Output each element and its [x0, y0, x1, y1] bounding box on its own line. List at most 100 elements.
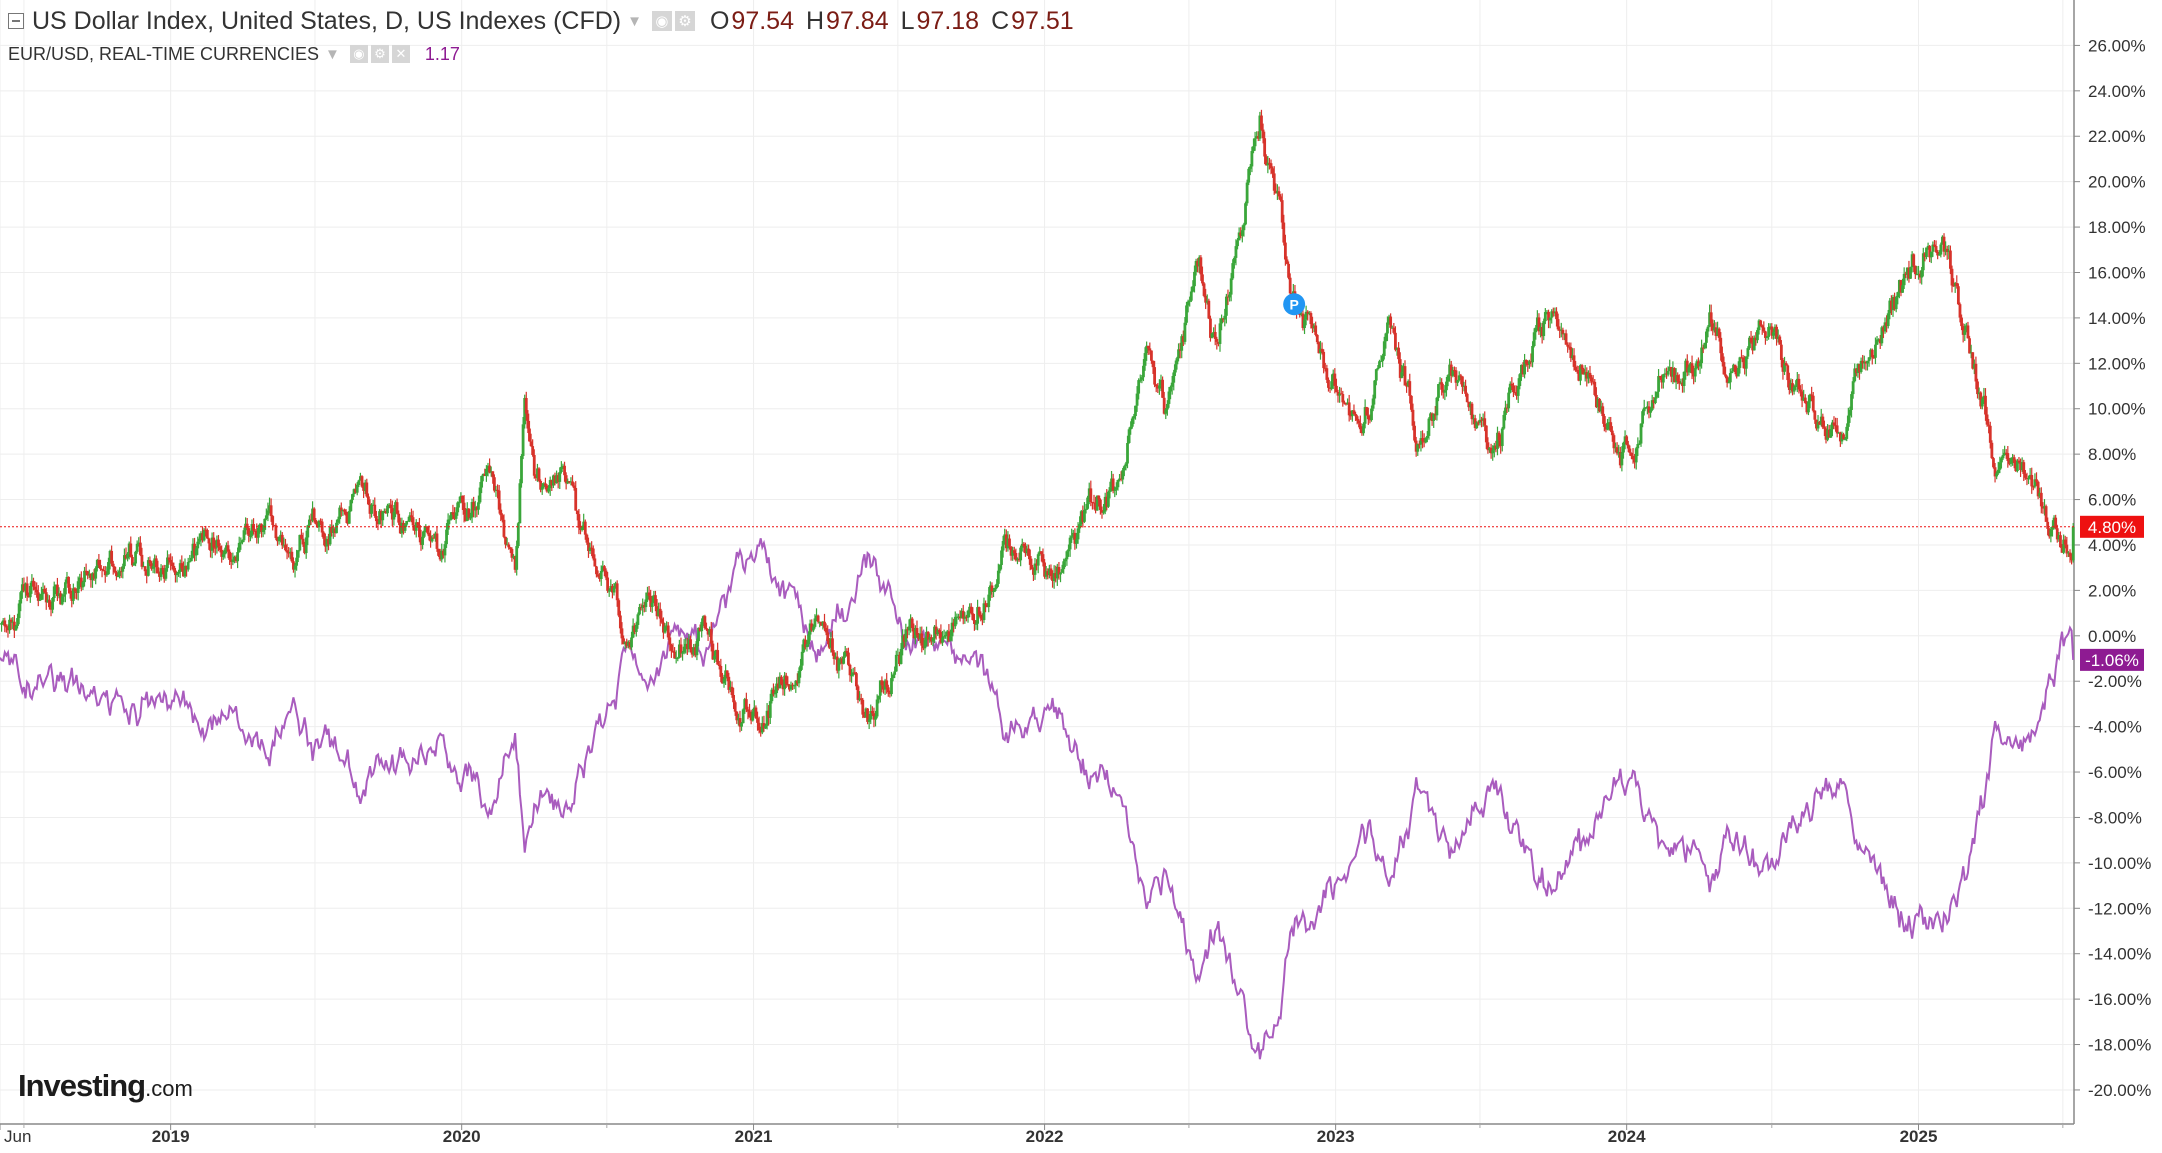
dxy-candle-body: [166, 557, 169, 569]
visibility-icon[interactable]: ◉: [651, 11, 672, 31]
dxy-candle-body: [1685, 360, 1689, 373]
dxy-candle-body: [1928, 245, 1932, 258]
dxy-candle-body: [1961, 326, 1965, 335]
dxy-candle-body: [1888, 300, 1892, 314]
dxy-candle-body: [689, 639, 692, 650]
dxy-candle-body: [1971, 352, 1975, 369]
dxy-candle-body: [1548, 317, 1552, 321]
dxy-candle-body: [902, 635, 906, 642]
dxy-candle-body: [1934, 246, 1938, 252]
eurusd-last-value-tag: -1.06%: [2080, 648, 2144, 671]
dxy-candle-body: [1607, 422, 1611, 424]
dxy-candle-body: [389, 504, 393, 509]
dxy-candle-body: [2015, 460, 2019, 472]
dxy-candle-body: [470, 502, 474, 518]
dxy-candle-body: [1760, 325, 1764, 328]
dxy-candle-body: [1288, 277, 1292, 294]
dxy-candle-body: [245, 523, 249, 529]
chevron-down-icon[interactable]: ▼: [627, 12, 642, 30]
dxy-candle-body: [1797, 378, 1801, 390]
dxy-candle-body: [1352, 410, 1356, 414]
dxy-candle-body: [1781, 359, 1785, 372]
dxy-candle-body: [81, 582, 85, 588]
dxy-candle-body: [1615, 447, 1619, 454]
dxy-candle-body: [1899, 280, 1903, 293]
dxy-candle-body: [944, 634, 948, 637]
dxy-candle-body: [1091, 502, 1094, 504]
dxy-candle-body: [290, 551, 294, 562]
dxy-candle-body: [9, 619, 13, 622]
dxy-candle-body: [1602, 416, 1606, 427]
dxy-candle-body: [1883, 322, 1887, 332]
visibility-icon[interactable]: ◉: [349, 45, 368, 63]
dxy-candle-body: [1476, 422, 1480, 424]
dxy-candle-body: [1253, 138, 1257, 147]
dxy-candle-body: [237, 542, 241, 553]
secondary-legend[interactable]: EUR/USD, REAL-TIME CURRENCIES ▼ ◉ ⚙ ✕ 1.…: [8, 38, 460, 70]
eurusd-series-line[interactable]: [0, 538, 2075, 1060]
dxy-candle-body: [1668, 367, 1672, 371]
dxy-candle-body: [1661, 374, 1665, 383]
dxy-candle-body: [242, 530, 246, 541]
dxy-candle-body: [1229, 278, 1233, 295]
dxy-candle-body: [1787, 380, 1791, 390]
y-axis[interactable]: 26.00% 24.00% 22.00% 20.00% 18.00% 16.00% 14.0…: [2074, 36, 2151, 1100]
close-icon[interactable]: ✕: [391, 45, 410, 63]
dxy-candle-body: [1382, 341, 1386, 357]
dxy-candle-body: [531, 446, 535, 456]
dxy-candle-body: [68, 587, 72, 594]
dxy-candle-body: [1143, 353, 1147, 366]
dxy-candle-body: [1803, 397, 1807, 403]
dxy-candle-body: [1524, 359, 1528, 364]
dxy-candle-body: [1366, 415, 1370, 420]
dxy-candle-body: [2038, 492, 2042, 497]
dxy-candle-body: [773, 693, 777, 695]
dxy-candle-body: [1645, 406, 1649, 408]
event-marker-circle[interactable]: [1283, 293, 1306, 316]
dxy-candle-body: [1221, 318, 1225, 320]
event-marker[interactable]: P: [1283, 293, 1306, 316]
dxy-candle-body: [1416, 443, 1420, 452]
dxy-candle-body: [277, 536, 281, 542]
dxy-candle-body: [1507, 392, 1511, 409]
dxy-candle-body: [799, 665, 802, 672]
collapse-legend-button[interactable]: [8, 13, 24, 29]
dxy-candle-body: [402, 522, 405, 531]
dxy-candle-body: [867, 719, 871, 722]
dxy-candle-body: [1449, 364, 1453, 376]
dxy-candle-body: [156, 567, 160, 574]
dxy-candle-body: [1067, 549, 1070, 552]
dxy-candle-body: [1260, 115, 1263, 130]
dxy-candle-body: [28, 585, 32, 598]
dxy-candle-body: [1671, 368, 1675, 377]
dxy-candle-body: [453, 514, 456, 519]
dxy-candle-body: [1283, 242, 1287, 260]
dxy-candle-body: [271, 516, 275, 526]
dxy-candle-body: [583, 521, 587, 535]
gear-icon[interactable]: ⚙: [370, 45, 389, 63]
dxy-candle-body: [205, 530, 209, 539]
dxy-candle-body: [1886, 313, 1890, 327]
chevron-down-icon[interactable]: ▼: [325, 45, 340, 63]
dxy-candle-body: [610, 586, 614, 593]
dxy-candle-body: [406, 520, 410, 522]
dxy-candle-body: [405, 521, 409, 525]
dxy-candle-body: [1931, 244, 1935, 252]
x-axis[interactable]: Jun 2019 2020 2021 2022 2023 2024 2025: [0, 1124, 2064, 1146]
dxy-candle-body: [1328, 387, 1332, 389]
dxy-candle-body: [272, 525, 276, 527]
dxy-candle-body: [1440, 382, 1444, 390]
gear-icon[interactable]: ⚙: [674, 11, 695, 31]
dxy-candle-body: [446, 519, 450, 530]
dxy-candle-body: [301, 538, 305, 545]
dxy-candle-body: [1998, 462, 2002, 470]
dxy-candle-body: [953, 616, 957, 627]
dxy-candle-body: [1800, 391, 1804, 401]
dxy-candle-body: [735, 711, 739, 721]
dxy-candle-body: [969, 606, 973, 614]
dxy-candle-body: [467, 508, 471, 518]
primary-legend[interactable]: US Dollar Index, United States, D, US In…: [8, 2, 1074, 40]
dxy-candle-body: [370, 505, 373, 514]
